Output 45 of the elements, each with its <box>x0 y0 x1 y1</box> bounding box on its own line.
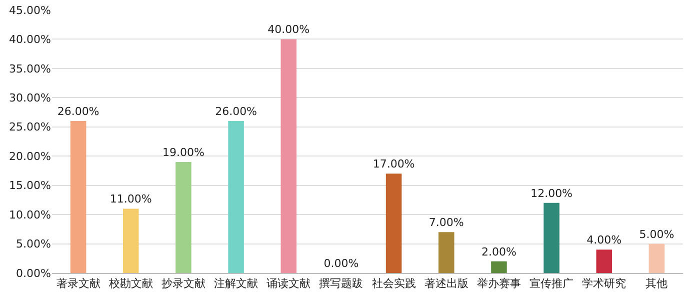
data-label: 5.00% <box>639 228 674 241</box>
data-label: 26.00% <box>215 105 258 118</box>
y-tick-label: 20.00% <box>9 150 51 163</box>
y-tick-label: 0.00% <box>16 266 51 280</box>
x-tick-label: 其他 <box>646 277 668 290</box>
bar <box>122 208 139 273</box>
x-tick-label: 著述出版 <box>424 277 468 290</box>
bar <box>228 121 244 273</box>
bar <box>70 121 86 273</box>
x-tick-label: 注解文献 <box>214 277 258 290</box>
x-tick-label: 学术研究 <box>582 277 626 290</box>
x-tick-label: 著录文献 <box>56 277 100 290</box>
y-tick-label: 25.00% <box>9 120 51 134</box>
bar <box>176 162 192 273</box>
bar <box>438 232 454 273</box>
data-label: 2.00% <box>481 245 516 258</box>
bar <box>544 202 560 273</box>
x-tick-label: 社会实践 <box>372 277 416 290</box>
bar <box>648 244 665 273</box>
data-label: 7.00% <box>428 216 464 230</box>
data-label: 11.00% <box>110 192 152 206</box>
data-label: 0.00% <box>324 257 359 270</box>
data-label: 17.00% <box>372 158 415 171</box>
data-label: 12.00% <box>530 186 573 200</box>
bar <box>596 250 612 273</box>
bar <box>491 261 507 273</box>
data-label: 19.00% <box>162 146 204 159</box>
y-tick-label: 15.00% <box>9 179 51 192</box>
x-tick-label: 举办赛事 <box>476 277 521 290</box>
y-tick-label: 30.00% <box>9 92 51 105</box>
bar <box>386 174 402 273</box>
y-tick-label: 35.00% <box>9 62 51 76</box>
bar <box>280 39 297 273</box>
data-label: 40.00% <box>268 23 310 36</box>
x-tick-label: 抄录文献 <box>161 277 206 290</box>
y-tick-label: 40.00% <box>9 33 51 46</box>
x-tick-label: 诵读文献 <box>266 277 311 290</box>
data-label: 26.00% <box>57 105 100 118</box>
x-tick-label: 宣传推广 <box>530 277 574 290</box>
y-tick-label: 5.00% <box>16 238 51 251</box>
x-tick-label: 校勘文献 <box>108 277 153 290</box>
y-tick-label: 10.00% <box>9 208 51 222</box>
x-tick-label: 撰写题跋 <box>319 277 364 290</box>
data-label: 4.00% <box>586 234 622 247</box>
y-tick-label: 45.00% <box>9 4 51 17</box>
